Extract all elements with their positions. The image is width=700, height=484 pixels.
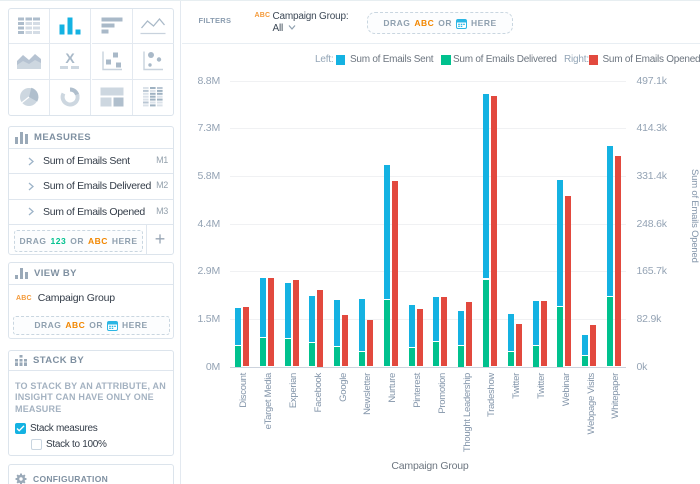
svg-text:X: X bbox=[66, 52, 76, 66]
